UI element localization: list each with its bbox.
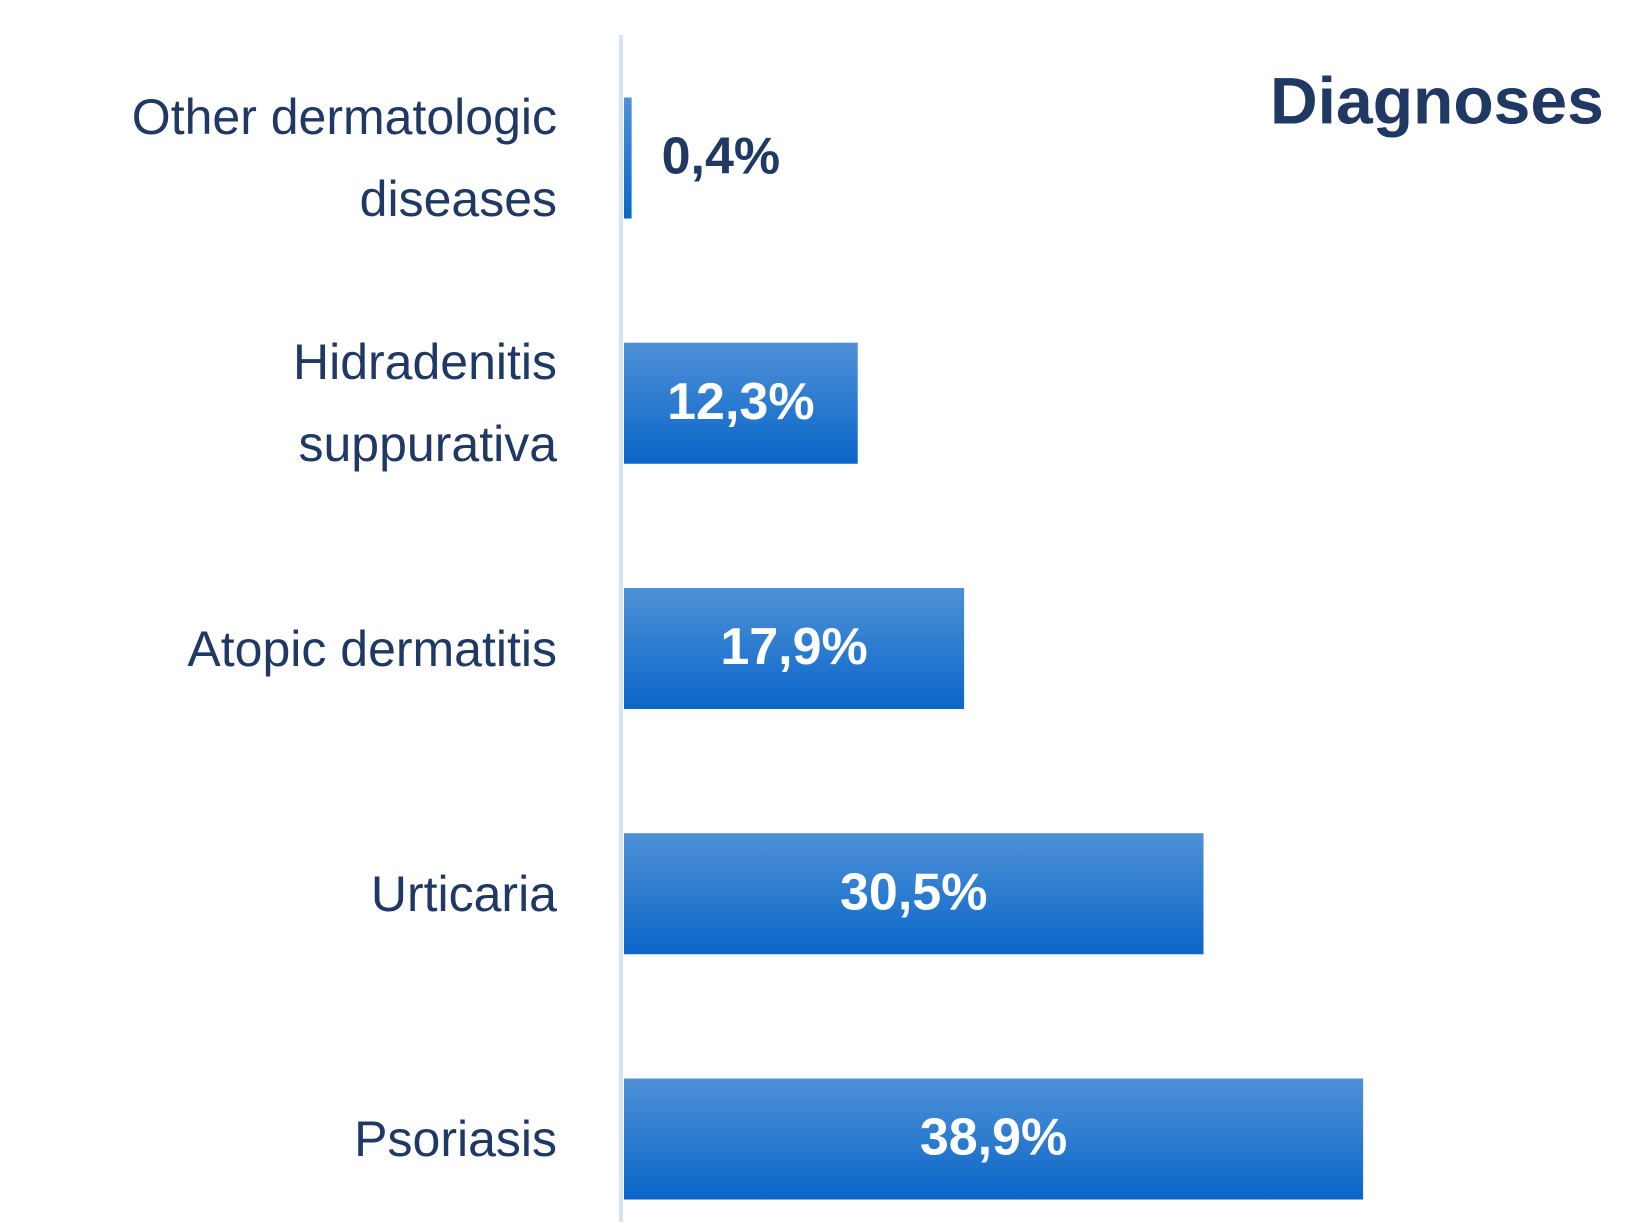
bar-shade (624, 97, 632, 219)
bar-shade (624, 342, 858, 464)
value-label: 0,4% (662, 128, 781, 186)
bar-shade (624, 833, 1204, 955)
bar-shade (624, 1078, 1364, 1200)
category-label: Psoriasis (354, 1111, 557, 1167)
value-label: 12,3% (667, 373, 814, 431)
bar-shade (624, 588, 965, 709)
category-label: Other dermatologic diseases (131, 89, 557, 227)
category-label: Urticaria (370, 865, 557, 922)
category-label: Atopic dermatitis (187, 620, 557, 677)
chart-title: Diagnoses (1270, 63, 1604, 137)
value-label: 38,9% (920, 1109, 1067, 1167)
value-label: 17,9% (720, 618, 867, 676)
category-label: Hidradenitis suppurativa (292, 334, 557, 473)
value-label: 30,5% (840, 863, 987, 921)
